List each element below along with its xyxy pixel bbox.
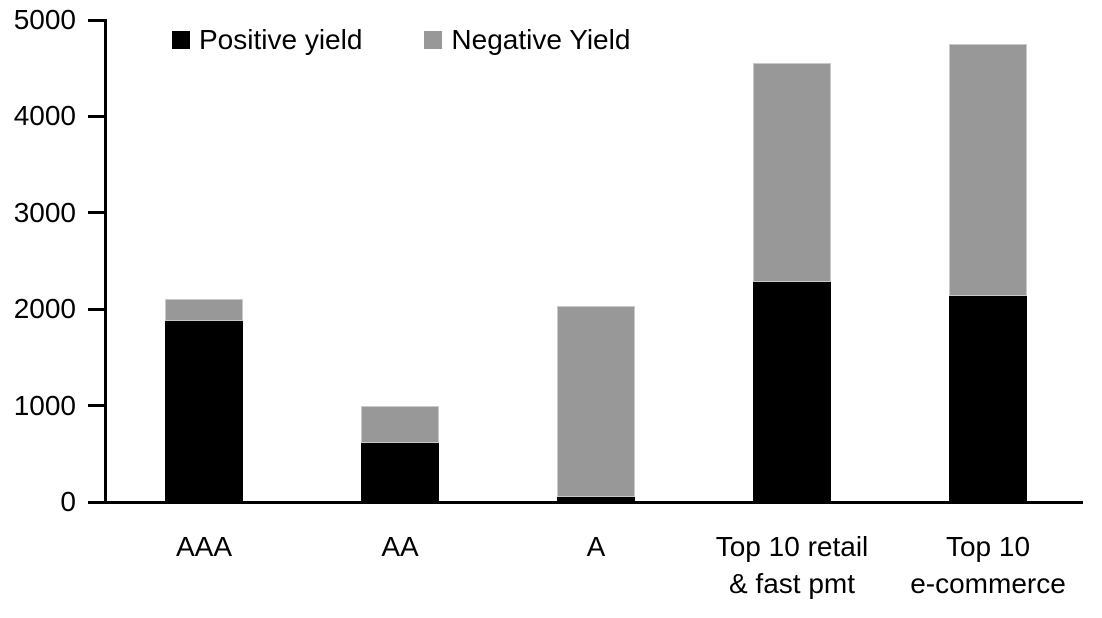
- legend-swatch-negative-yield: [424, 31, 443, 49]
- bar-segment-negative-yield-top-10-e-commerce: [949, 44, 1027, 296]
- bar-segment-negative-yield-aa: [361, 405, 439, 444]
- legend-item-negative-yield: Negative Yield: [424, 26, 630, 54]
- bar-segment-negative-yield-a: [557, 306, 635, 498]
- y-tick-mark-3000: [88, 211, 104, 215]
- y-axis-line: [104, 19, 107, 504]
- y-tick-label: 2000: [13, 293, 76, 325]
- bar-segment-positive-yield-aa: [361, 443, 439, 502]
- y-tick-label: 5000: [13, 4, 76, 35]
- x-category-label-top-10-retail-fast-pmt: Top 10 retail & fast pmt: [715, 531, 869, 599]
- bar-segment-negative-yield-aaa: [165, 298, 243, 321]
- bar-segment-negative-yield-top-10-retail-fast-pmt: [753, 63, 831, 283]
- y-tick-mark-2000: [88, 307, 104, 311]
- legend-swatch-positive-yield: [172, 31, 190, 49]
- x-category-label-a: A: [586, 531, 606, 562]
- bar-segment-positive-yield-top-10-e-commerce: [949, 295, 1027, 502]
- y-tick-label: 3000: [13, 196, 76, 228]
- legend-item-positive-yield: Positive yield: [172, 26, 362, 54]
- y-tick-mark-5000: [88, 18, 104, 22]
- x-axis-line: [88, 501, 1083, 504]
- chart-legend: Positive yield Negative Yield: [172, 26, 630, 54]
- y-tick-label: 0: [60, 486, 76, 517]
- x-category-label-aa: AA: [381, 531, 419, 562]
- y-tick-mark-4000: [88, 114, 104, 118]
- x-category-label-top-10-e-commerce: Top 10 e-commerce: [910, 531, 1066, 599]
- bar-segment-positive-yield-top-10-retail-fast-pmt: [753, 282, 831, 502]
- x-category-label-aaa: AAA: [175, 531, 233, 562]
- y-tick-label: 1000: [13, 389, 76, 421]
- legend-label: Positive yield: [199, 24, 363, 55]
- bar-segment-positive-yield-a: [557, 497, 635, 502]
- bar-segment-positive-yield-aaa: [165, 320, 243, 502]
- legend-label: Negative Yield: [451, 24, 631, 55]
- y-tick-label: 4000: [13, 100, 76, 132]
- y-tick-mark-1000: [88, 404, 104, 408]
